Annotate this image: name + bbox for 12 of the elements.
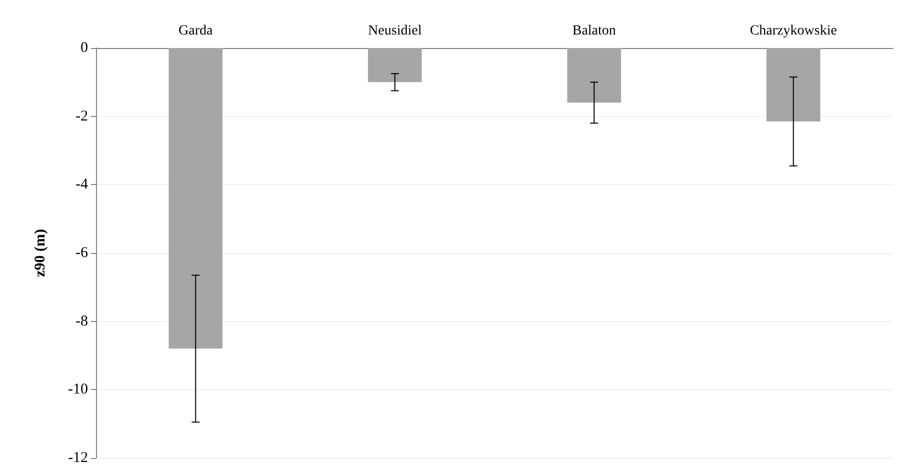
x-tick-label: Charzykowskie — [750, 24, 837, 38]
y-tick-label: 0 — [80, 40, 88, 56]
x-tick-label: Balaton — [572, 24, 616, 38]
y-tick-label: -12 — [68, 450, 88, 466]
y-tick-label: -8 — [76, 313, 88, 330]
y-axis-title: z90 (m) — [32, 229, 48, 277]
y-tick-label: -2 — [76, 108, 88, 124]
y-tick-label: -4 — [76, 176, 88, 193]
y-tick-label: -6 — [76, 245, 88, 261]
y-tick-label: -10 — [68, 382, 88, 398]
x-tick-label: Garda — [178, 24, 214, 38]
x-tick-label: Neusidiel — [368, 24, 422, 38]
